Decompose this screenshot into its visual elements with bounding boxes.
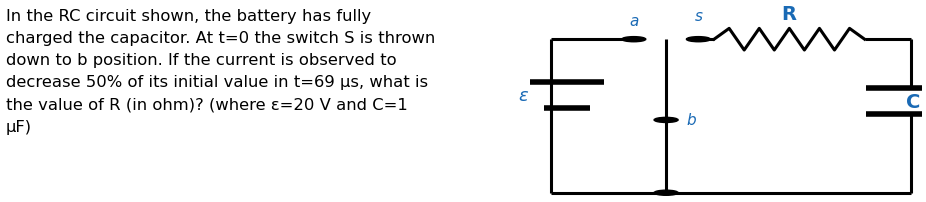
Text: b: b <box>686 113 696 128</box>
Circle shape <box>621 37 645 43</box>
Circle shape <box>654 190 678 195</box>
Circle shape <box>654 118 678 123</box>
Text: In the RC circuit shown, the battery has fully
charged the capacitor. At t=0 the: In the RC circuit shown, the battery has… <box>6 9 435 134</box>
Text: ε: ε <box>518 87 528 105</box>
Text: a: a <box>629 14 638 29</box>
Text: s: s <box>694 9 703 24</box>
Text: C: C <box>907 92 920 111</box>
Text: R: R <box>782 5 796 24</box>
Circle shape <box>686 37 710 43</box>
